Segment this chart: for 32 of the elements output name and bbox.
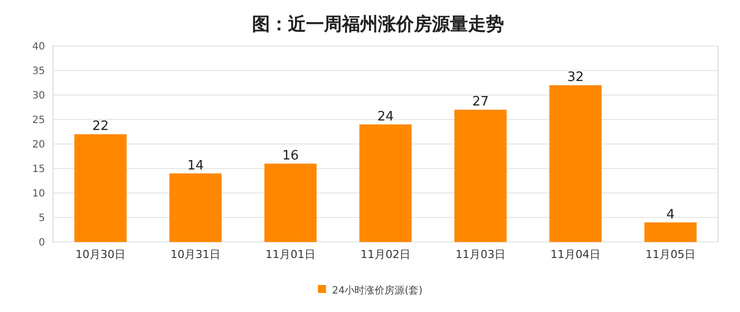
data-label: 14	[187, 158, 204, 174]
x-tick-label: 11月05日	[646, 248, 696, 261]
bar	[74, 134, 127, 242]
x-tick-label: 11月03日	[456, 248, 506, 261]
y-tick-label: 35	[32, 66, 45, 77]
data-label: 24	[377, 109, 394, 124]
y-tick-label: 10	[32, 188, 45, 200]
x-tick-label: 10月31日	[170, 248, 220, 261]
bar	[454, 110, 507, 242]
data-label: 32	[567, 70, 584, 86]
y-tick-label: 20	[32, 140, 45, 150]
y-tick-label: 0	[38, 238, 45, 248]
data-label: 16	[282, 148, 299, 164]
bar	[644, 222, 697, 242]
bar	[169, 173, 222, 242]
y-tick-label: 5	[38, 213, 45, 224]
y-tick-label: 25	[32, 115, 45, 126]
y-tick-label: 30	[32, 90, 45, 102]
data-label: 22	[92, 119, 109, 134]
chart-title: 图：近一周福州涨价房源量走势	[252, 14, 504, 35]
bar	[549, 85, 602, 242]
bar	[264, 164, 317, 242]
x-tick-label: 11月04日	[550, 248, 600, 261]
legend-label: 24小时涨价房源(套)	[332, 284, 423, 296]
x-tick-label: 10月30日	[76, 248, 126, 261]
data-label: 27	[472, 94, 489, 110]
y-tick-label: 15	[32, 164, 45, 175]
data-label: 4	[666, 207, 675, 222]
x-tick-label: 11月01日	[266, 248, 316, 261]
bar	[359, 124, 412, 242]
x-tick-label: 11月02日	[360, 248, 410, 261]
y-tick-label: 40	[32, 42, 45, 52]
